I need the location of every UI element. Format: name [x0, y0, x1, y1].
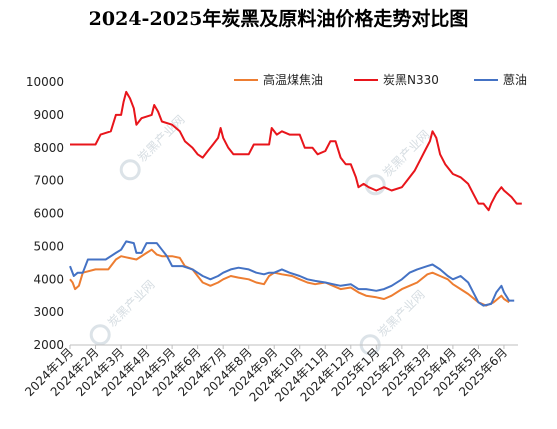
legend-label: 高温煤焦油: [263, 72, 323, 87]
y-tick-label: 2000: [33, 338, 64, 352]
watermark-text: 炭黑产业网: [375, 288, 427, 340]
watermark-text: 炭黑产业网: [380, 128, 432, 180]
y-tick-label: 7000: [33, 174, 64, 188]
watermark: 炭黑产业网: [89, 278, 157, 346]
y-tick-label: 6000: [33, 207, 64, 221]
watermark-logo-icon: [119, 159, 141, 181]
watermark-text: 炭黑产业网: [105, 278, 157, 330]
watermark: 炭黑产业网: [119, 113, 187, 181]
y-tick-label: 4000: [33, 272, 64, 286]
watermark-logo-icon: [364, 174, 386, 196]
y-tick-label: 8000: [33, 141, 64, 155]
chart-title: 2024-2025年炭黑及原料油价格走势对比图: [88, 8, 469, 30]
legend-label: 蒽油: [503, 73, 527, 87]
series-line-3: [69, 240, 515, 307]
watermark-logo-icon: [89, 324, 111, 346]
y-tick-label: 3000: [33, 305, 64, 319]
legend-label: 炭黑N330: [383, 73, 439, 87]
watermark: 炭黑产业网: [364, 128, 432, 196]
y-tick-label: 10000: [26, 75, 64, 89]
series-line-2: [70, 90, 522, 212]
y-tick-label: 5000: [33, 239, 64, 253]
watermark-logo-icon: [359, 334, 381, 356]
y-tick-label: 9000: [33, 108, 64, 122]
